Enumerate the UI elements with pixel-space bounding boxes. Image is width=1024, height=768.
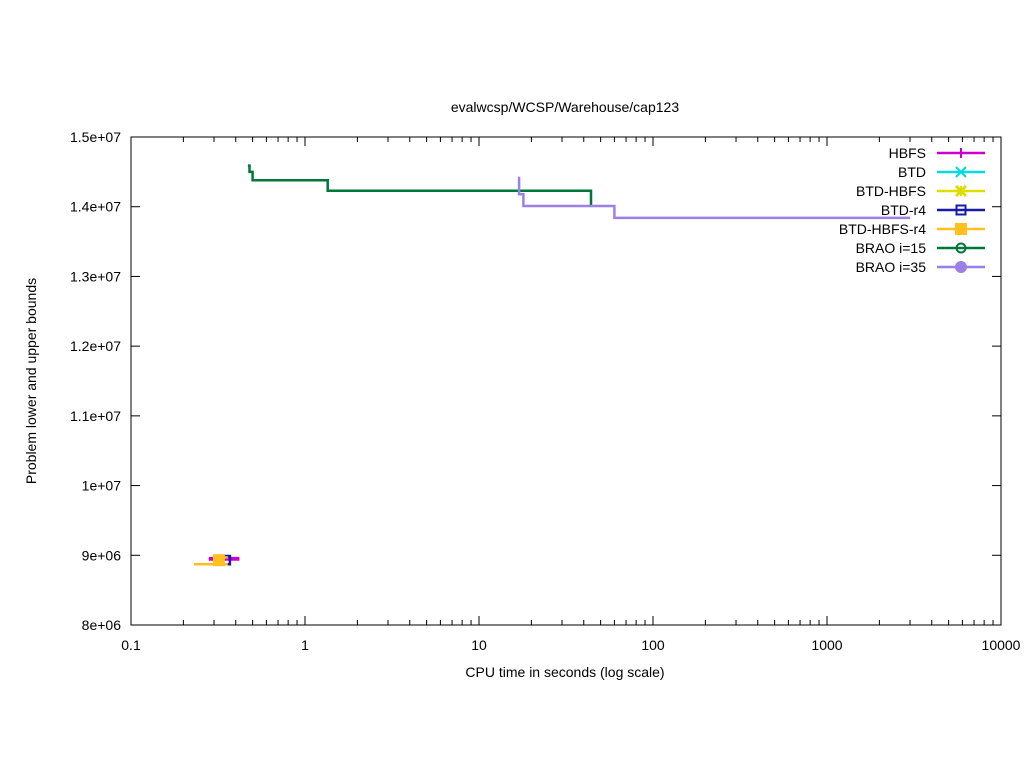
y-tick-label: 1.3e+07: [70, 268, 121, 284]
legend-item: HBFS: [889, 145, 985, 161]
legend-item: BRAO i=15: [856, 240, 985, 256]
y-tick-label: 1.1e+07: [70, 408, 121, 424]
axis-ticks: 0.1 1 10 100 1000 10000 8e+06 9e+06 1e+07 1.1e+07…: [70, 129, 1021, 653]
legend-item: BRAO i=35: [856, 259, 985, 275]
legend-label: BTD-HBFS: [856, 183, 926, 199]
legend-label: BTD-HBFS-r4: [839, 221, 926, 237]
x-axis-label: CPU time in seconds (log scale): [465, 664, 664, 680]
y-tick-label: 1e+07: [82, 478, 122, 494]
x-tick-label: 10: [471, 637, 487, 653]
legend-marker: [955, 261, 967, 273]
y-tick-label: 8e+06: [82, 617, 122, 633]
y-tick-label: 9e+06: [82, 547, 122, 563]
series-5: [247, 164, 593, 206]
x-tick-label: 0.1: [121, 637, 141, 653]
legend-item: BTD-HBFS-r4: [839, 221, 985, 237]
legend-marker: [955, 223, 967, 235]
legend-marker: [955, 242, 967, 254]
series-line: [517, 176, 910, 220]
y-tick-label: 1.2e+07: [70, 338, 121, 354]
x-tick-label: 100: [641, 637, 665, 653]
y-tick-label: 1.5e+07: [70, 129, 121, 145]
legend-marker: [954, 184, 968, 198]
point-cluster: [212, 554, 225, 567]
series-layer: [193, 164, 910, 567]
legend-item: BTD: [898, 164, 985, 180]
y-tick-label: 1.4e+07: [70, 199, 121, 215]
legend-label: BRAO i=35: [856, 259, 927, 275]
legend: HBFS BTD BTD-HBFS BTD-r4 BTD-HBFS-r4 BRAO i=1…: [839, 145, 985, 275]
y-axis-label: Problem lower and upper bounds: [23, 278, 39, 484]
legend-label: BRAO i=15: [856, 240, 927, 256]
data-point-marker: [212, 554, 225, 567]
x-tick-label: 1000: [811, 637, 842, 653]
legend-label: HBFS: [889, 145, 926, 161]
legend-label: BTD: [898, 164, 926, 180]
legend-item: BTD-HBFS: [856, 183, 985, 199]
legend-label: BTD-r4: [881, 202, 926, 218]
chart-title: evalwcsp/WCSP/Warehouse/cap123: [451, 99, 679, 115]
x-tick-label: 1: [301, 637, 309, 653]
x-tick-label: 10000: [982, 637, 1021, 653]
plot-frame: [130, 136, 1002, 626]
series-6: [517, 176, 910, 220]
legend-marker: [955, 166, 967, 178]
legend-marker: [955, 204, 967, 216]
legend-item: BTD-r4: [881, 202, 985, 218]
series-line: [247, 164, 593, 206]
legend-marker: [956, 148, 966, 158]
